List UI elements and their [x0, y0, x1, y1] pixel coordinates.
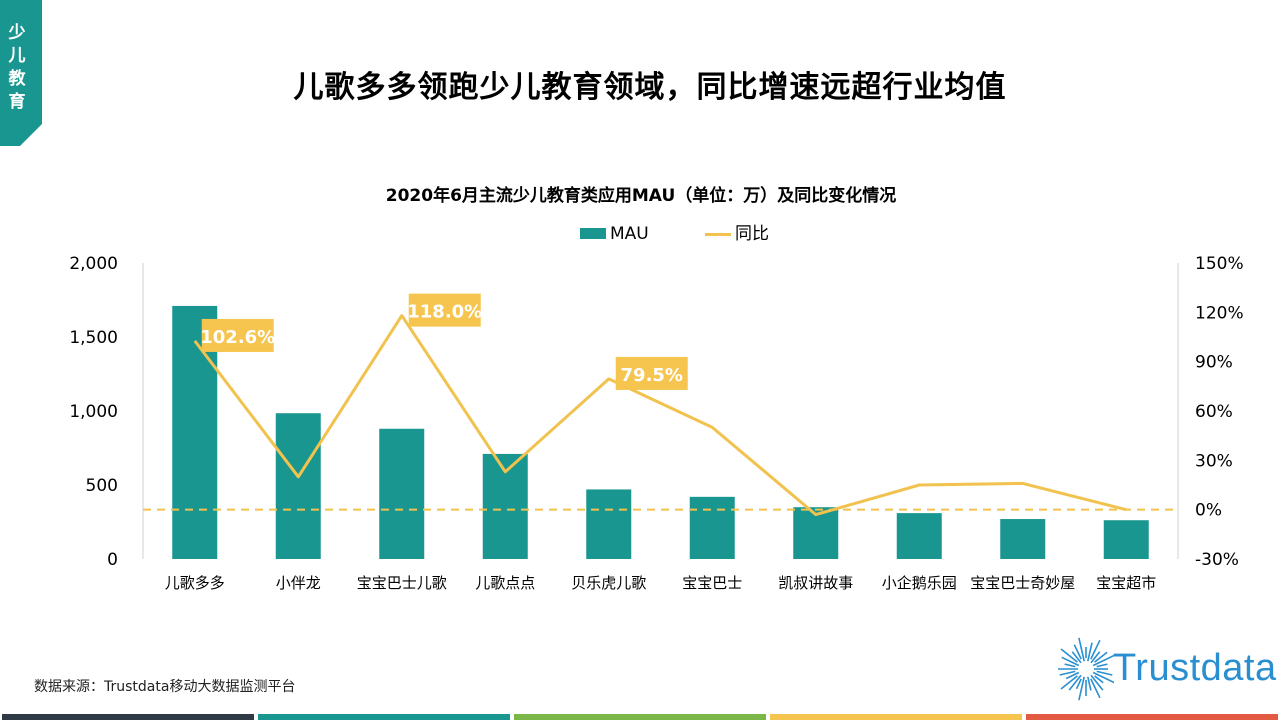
bar-mau — [379, 428, 425, 559]
x-tick-label: 贝乐虎儿歌 — [571, 574, 646, 592]
bar-mau — [275, 413, 321, 559]
trustdata-logo: Trustdata — [1054, 634, 1276, 704]
footer-color-segment — [770, 714, 1022, 720]
y-left-tick-label: 2,000 — [69, 254, 118, 274]
legend-label-yoy: 同比 — [735, 224, 769, 244]
section-tag-char: 育 — [8, 92, 26, 112]
logo-text: Trustdata — [1113, 647, 1277, 689]
legend-label-mau: MAU — [610, 224, 649, 244]
bar-mau — [1000, 519, 1046, 559]
section-tag-char: 儿 — [8, 46, 26, 66]
y-left-tick-label: 0 — [107, 550, 118, 570]
logo-ray — [1065, 671, 1080, 680]
data-label: 79.5% — [621, 365, 683, 386]
logo-ray — [1094, 651, 1108, 663]
logo-ray — [1092, 671, 1116, 684]
logo-ray — [1090, 651, 1101, 664]
x-tick-label: 儿歌多多 — [165, 574, 225, 592]
x-tick-label: 儿歌点点 — [475, 574, 535, 592]
data-label-box — [615, 356, 688, 390]
page-title: 儿歌多多领跑少儿教育领域，同比增速远超行业均值 — [293, 70, 1007, 105]
bar-mau — [689, 496, 735, 559]
footer-color-segment — [2, 714, 254, 720]
y-left-tick-label: 500 — [86, 476, 118, 496]
footer-color-segment — [1026, 714, 1278, 720]
section-tag-text: 少 儿 教 育 — [4, 22, 30, 114]
data-label: 102.6% — [200, 327, 275, 348]
logo-ray — [1075, 678, 1082, 690]
logo-burst-icon — [1054, 637, 1116, 701]
footer-color-segment — [514, 714, 766, 720]
x-tick-label: 宝宝超市 — [1096, 574, 1156, 592]
data-label-box — [201, 318, 274, 352]
logo-ray — [1092, 654, 1116, 667]
combo-chart: 0 500 1,000 1,500 2,000 -30% 0% 30% 60% 90% 120% 15… — [69, 254, 1244, 592]
data-label: 118.0% — [407, 302, 482, 323]
x-tick-label: 凯叔讲故事 — [778, 574, 853, 592]
y-right-tick-label: 30% — [1195, 451, 1233, 471]
logo-ray — [1071, 651, 1082, 664]
logo-ray — [1060, 648, 1078, 663]
section-tag: 少 儿 教 育 — [0, 0, 42, 146]
y-right-tick-label: 150% — [1195, 254, 1244, 274]
logo-ray — [1078, 676, 1085, 701]
bar-mau — [896, 513, 942, 559]
y-left-tick-label: 1,000 — [69, 402, 118, 422]
x-tick-label: 小企鹅乐园 — [882, 574, 957, 592]
y-right-tick-label: -30% — [1195, 550, 1239, 570]
x-tick-label: 小伴龙 — [276, 574, 321, 592]
y-left-tick-label: 1,500 — [69, 328, 118, 348]
logo-ray — [1073, 644, 1082, 660]
logo-ray — [1087, 642, 1093, 662]
logo-ray — [1090, 678, 1101, 699]
y-right-tick-label: 90% — [1195, 353, 1233, 373]
section-tag-char: 少 — [8, 23, 26, 43]
logo-ray — [1061, 656, 1080, 667]
logo-ray — [1087, 676, 1092, 691]
bar-mau — [1103, 520, 1149, 559]
logo-ray — [1059, 670, 1076, 676]
section-tag-char: 教 — [8, 69, 26, 89]
x-tick-label: 宝宝巴士奇妙屋 — [970, 574, 1075, 592]
footer-color-segment — [258, 714, 510, 720]
logo-ray — [1090, 639, 1101, 660]
logo-ray — [1090, 674, 1104, 691]
legend-line-swatch — [705, 233, 731, 236]
logo-ray — [1068, 674, 1082, 691]
logo-ray — [1096, 663, 1108, 668]
data-label-box — [408, 293, 481, 327]
logo-ray — [1096, 670, 1113, 676]
section-tag-shape — [0, 0, 42, 146]
logo-ray — [1064, 663, 1076, 668]
logo-ray — [1060, 675, 1078, 690]
legend-bar-swatch — [580, 228, 606, 239]
data-source-note: 数据来源：Trustdata移动大数据监测平台 — [34, 679, 296, 695]
chart-title: 2020年6月主流少儿教育类应用MAU（单位：万）及同比变化情况 — [385, 186, 897, 206]
logo-ray — [1094, 675, 1104, 684]
footer-color-bar — [0, 714, 1280, 720]
bar-mau — [586, 489, 632, 559]
line-yoy — [193, 314, 1127, 517]
y-right-tick-label: 60% — [1195, 402, 1233, 422]
x-tick-label: 宝宝巴士 — [682, 574, 742, 592]
x-tick-label: 宝宝巴士儿歌 — [357, 574, 447, 592]
y-right-tick-label: 0% — [1195, 501, 1222, 521]
y-right-tick-label: 120% — [1195, 303, 1244, 323]
logo-ray — [1078, 637, 1085, 662]
